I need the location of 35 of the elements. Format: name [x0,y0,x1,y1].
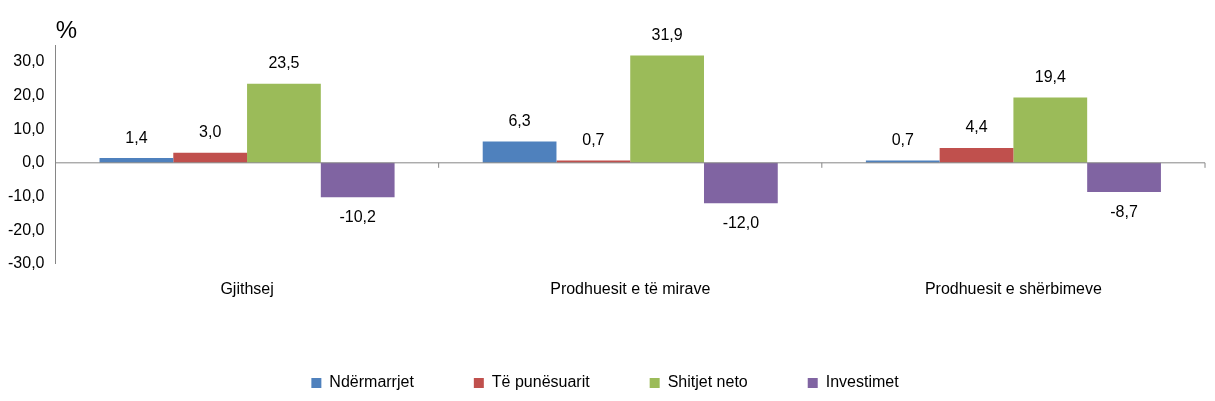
bar [320,162,395,198]
x-tick-label: Prodhuesit e shërbimeve [924,279,1103,297]
legend-label: Ndërmarrjet [329,373,415,391]
y-axis-title: % [55,15,78,43]
data-label: 6,3 [508,112,531,130]
y-tick-label: 30,0 [13,52,45,70]
data-label: -8,7 [1110,202,1138,220]
legend-label: Të punësuarit [491,373,591,391]
data-label: 0,7 [582,130,605,148]
data-label: -12,0 [722,213,760,231]
data-label: 3,0 [199,123,222,141]
data-label: 31,9 [651,25,683,43]
y-tick-label: -20,0 [8,220,45,238]
data-label: 0,7 [891,130,914,148]
y-tick-label: 10,0 [13,119,45,137]
y-tick-label: 20,0 [13,85,45,103]
data-label: 19,4 [1034,67,1066,85]
bar [939,148,1014,163]
data-label: -10,2 [339,207,377,225]
bar [630,55,704,163]
y-tick-label: 0,0 [22,153,45,171]
legend-label: Shitjet neto [667,373,748,391]
data-label: 23,5 [268,54,300,72]
bar [482,141,557,163]
y-tick-label: -30,0 [8,254,45,272]
data-label: 1,4 [125,128,148,146]
bar [704,162,778,204]
bar [1087,162,1161,193]
bar [1013,97,1088,163]
x-tick-label: Gjithsej [220,279,274,297]
data-label: 4,4 [965,118,988,136]
y-tick-label: -10,0 [8,186,45,204]
x-tick-label: Prodhuesit e të mirave [550,279,711,297]
legend-label: Investimet [825,373,900,391]
bar [247,83,321,163]
